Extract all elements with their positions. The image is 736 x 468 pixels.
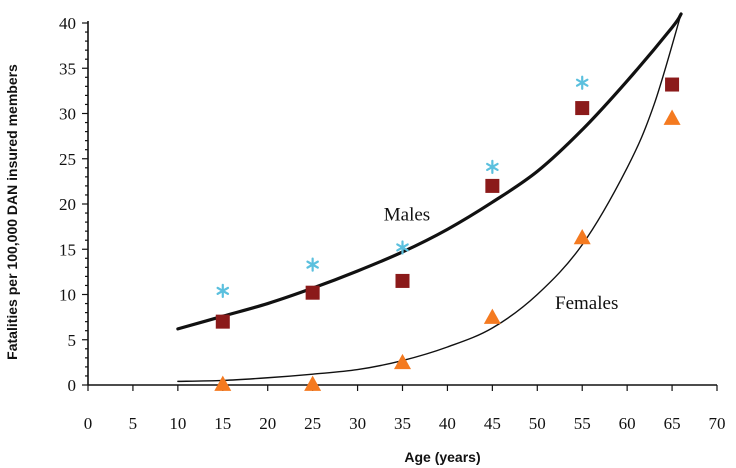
annotation-females: Females (555, 293, 618, 314)
trend-curve-4 (177, 13, 682, 383)
square-point (485, 178, 500, 193)
y-tick-label: 15 (59, 240, 76, 259)
asterisk-point (396, 240, 409, 255)
asterisk-point (216, 283, 230, 298)
x-tick-label: 65 (664, 414, 681, 433)
y-tick-label: 20 (59, 195, 76, 214)
x-tick-label: 25 (304, 414, 321, 433)
axes: 0 5 10 15 20 25 30 35 40 45 50 55 60 65 70 0 5 10 15 20 25 30… (59, 14, 726, 433)
square-point (305, 285, 320, 300)
y-tick-label: 40 (59, 14, 76, 33)
x-tick-label: 45 (484, 414, 501, 433)
triangle-point (394, 353, 411, 370)
y-tick-label: 0 (68, 376, 77, 395)
x-tick-label: 50 (529, 414, 546, 433)
asterisk-point (575, 75, 589, 90)
marks (214, 75, 681, 391)
triangle-point (483, 308, 501, 324)
x-tick-label: 60 (619, 414, 636, 433)
asterisk-point (306, 257, 319, 272)
x-tick-label: 15 (214, 414, 231, 433)
x-tick-label: 55 (574, 414, 591, 433)
square-point (215, 314, 230, 329)
x-tick-label: 10 (169, 414, 186, 433)
y-tick-label: 30 (59, 105, 76, 124)
triangle-point (573, 228, 591, 245)
curves (176, 12, 683, 383)
y-tick-label: 10 (59, 286, 76, 305)
square-point (575, 101, 590, 116)
triangle-point (214, 375, 232, 391)
y-tick-label: 35 (59, 59, 76, 78)
x-tick-label: 70 (709, 414, 726, 433)
square-point (665, 77, 680, 92)
square-point (395, 273, 410, 288)
x-tick-label: 35 (394, 414, 411, 433)
annotation-males: Males (384, 204, 430, 225)
trend-curve-3 (176, 12, 683, 331)
x-tick-label: 20 (259, 414, 276, 433)
labels: Age (years) Fatalities per 100,000 DAN i… (4, 64, 618, 465)
y-tick-label: 25 (59, 150, 76, 169)
x-tick-label: 30 (349, 414, 366, 433)
asterisk-point (486, 159, 499, 174)
y-axis-title: Fatalities per 100,000 DAN insured membe… (4, 64, 20, 360)
x-tick-label: 40 (439, 414, 456, 433)
triangle-point (304, 375, 322, 391)
x-tick-label: 5 (129, 414, 138, 433)
x-tick-label: 0 (84, 414, 93, 433)
y-tick-label: 5 (68, 331, 77, 350)
x-axis-title: Age (years) (404, 449, 480, 465)
triangle-point (663, 109, 681, 125)
